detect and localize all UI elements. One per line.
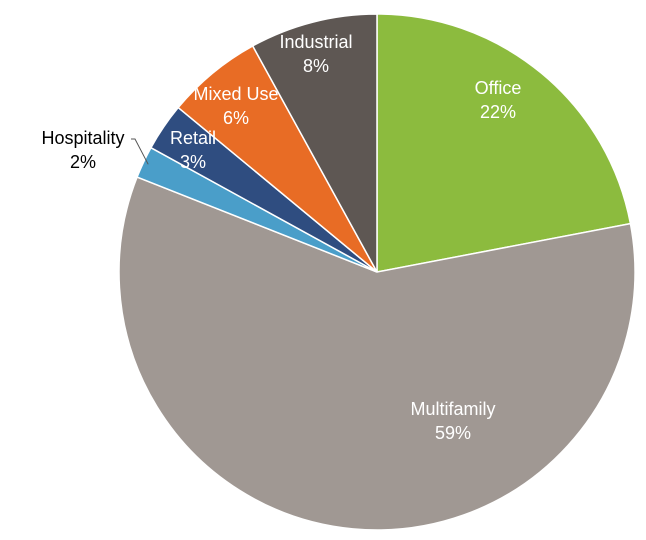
pie-slices: [118, 13, 636, 531]
slice-category-multifamily: Multifamily: [410, 399, 495, 419]
slice-label-multifamily: Multifamily 59%: [410, 399, 495, 443]
slice-value-mixed-use: 6%: [223, 108, 249, 128]
slice-category-office: Office: [475, 78, 522, 98]
leader-line-hospitality: [131, 138, 149, 165]
slice-label-industrial: Industrial 8%: [279, 32, 352, 76]
slice-value-office: 22%: [480, 102, 516, 122]
slice-label-retail: Retail 3%: [170, 128, 216, 172]
pie-slice-industrial: [251, 13, 378, 273]
slice-value-multifamily: 59%: [435, 423, 471, 443]
slice-category-retail: Retail: [170, 128, 216, 148]
pie-labels: Office 22% Multifamily 59% Hospitality 2% Reta…: [41, 32, 521, 443]
slice-category-mixed-use: Mixed Use: [193, 84, 278, 104]
pie-slice-office: [376, 13, 632, 273]
slice-value-retail: 3%: [180, 152, 206, 172]
slice-category-hospitality: Hospitality: [41, 128, 124, 148]
slice-label-office: Office 22%: [475, 78, 522, 122]
slice-value-hospitality: 2%: [70, 152, 96, 172]
slice-label-mixed-use: Mixed Use 6%: [193, 84, 278, 128]
slice-label-hospitality: Hospitality 2%: [41, 128, 124, 172]
pie-slice-multifamily: [118, 176, 636, 531]
slice-category-industrial: Industrial: [279, 32, 352, 52]
slice-value-industrial: 8%: [303, 56, 329, 76]
